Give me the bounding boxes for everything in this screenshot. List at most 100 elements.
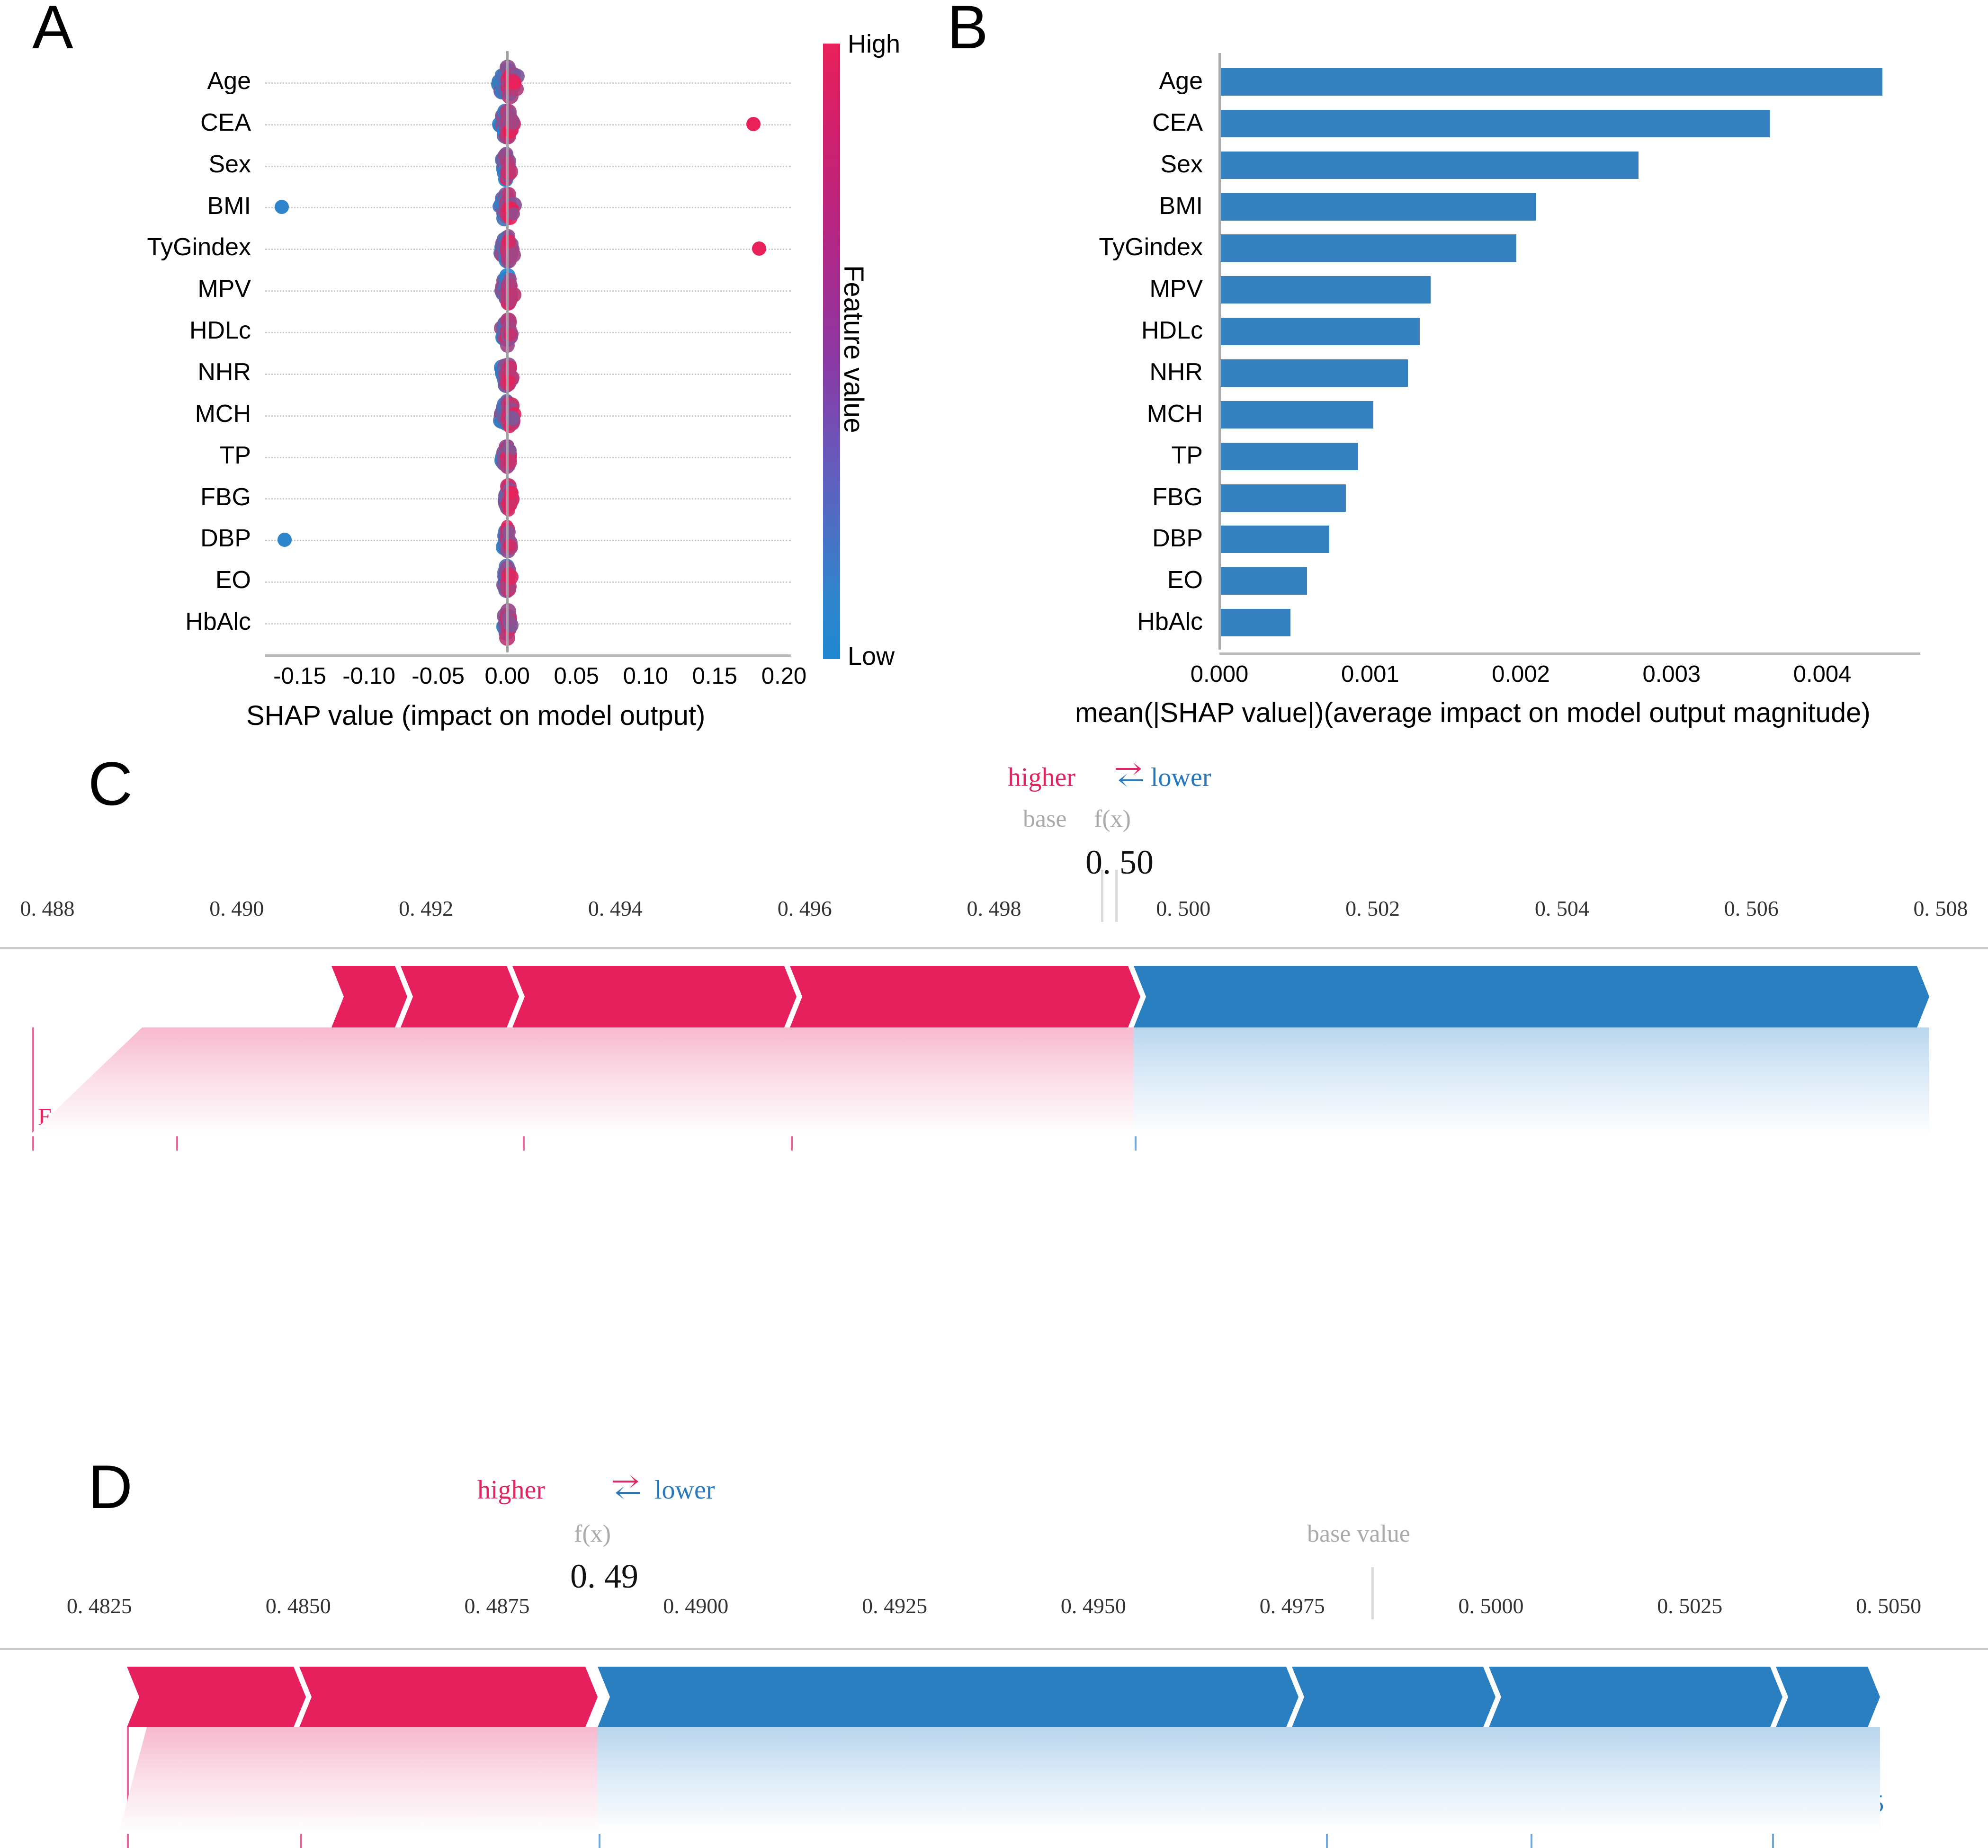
panel-c-higher-label: higher	[1008, 763, 1076, 792]
force-segment	[1134, 966, 1929, 1027]
colorbar-title: Feature value	[838, 265, 869, 433]
panel-a-xtick: -0.10	[342, 663, 395, 689]
beeswarm-row	[265, 436, 791, 478]
panel-a-xtick: -0.15	[273, 663, 326, 689]
force-segment	[790, 966, 1140, 1027]
force-segment	[598, 1667, 1298, 1727]
panel-d-base-label: base value	[1307, 1520, 1411, 1547]
panel-d-higher-label: higher	[477, 1475, 546, 1505]
feature-label-eo: EO	[215, 566, 251, 594]
bar-label-dbp: DBP	[1152, 525, 1203, 553]
beeswarm-row	[265, 478, 791, 519]
bar-tp	[1219, 442, 1358, 470]
panel-d-force-plot: D higher lower f(x) base value 0. 49 0. …	[0, 1430, 1988, 1848]
force-xtick: 0. 504	[1534, 896, 1589, 920]
bar-row	[1219, 561, 1920, 602]
force-xtick: 0. 492	[399, 896, 454, 920]
beeswarm-point	[503, 328, 517, 341]
feature-label-age: Age	[207, 67, 251, 95]
feature-label-hdlc: HDLc	[189, 317, 251, 345]
force-xtick: 0. 4850	[265, 1594, 331, 1618]
feature-label-fbg: FBG	[200, 483, 251, 511]
force-xtick: 0. 4925	[862, 1594, 928, 1618]
panel-a-xtick: 0.10	[623, 663, 668, 689]
force-value-marker	[1115, 870, 1118, 922]
force-segment	[512, 966, 797, 1027]
force-xtick: 0. 508	[1913, 896, 1968, 920]
force-xtick: 0. 490	[209, 896, 264, 920]
beeswarm-point	[502, 374, 516, 387]
force-halo	[118, 1727, 598, 1834]
beeswarm-row	[265, 145, 791, 187]
gridline	[265, 540, 791, 542]
force-xtick: 0. 5025	[1657, 1594, 1723, 1618]
gridline	[265, 124, 791, 125]
panel-a-axis-line	[265, 654, 791, 657]
panel-label-d: D	[88, 1452, 133, 1521]
panel-d-force-bars	[0, 1667, 1988, 1727]
force-value-marker	[1371, 1567, 1374, 1619]
beeswarm-row	[265, 228, 791, 269]
bar-row	[1219, 103, 1920, 145]
bar-nhr	[1219, 359, 1408, 387]
bar-plot-area	[1219, 62, 1920, 644]
beeswarm-outlier-point	[277, 533, 292, 547]
beeswarm-plot-area	[265, 51, 791, 652]
force-xtick: 0. 5050	[1856, 1594, 1922, 1618]
panel-a-beeswarm: A High Low Feature value SHAP value (imp…	[0, 0, 928, 739]
beeswarm-outlier-point	[746, 116, 761, 131]
feature-label-mpv: MPV	[197, 275, 251, 303]
beeswarm-row	[265, 519, 791, 561]
panel-b-xaxis-title: mean(|SHAP value|)(average impact on mod…	[1075, 697, 1871, 728]
force-label-stem	[32, 1027, 34, 1151]
panel-a-xtick: 0.20	[761, 663, 807, 689]
force-value-marker	[1101, 870, 1103, 922]
gridline	[265, 82, 791, 84]
feature-label-tygindex: TyGindex	[147, 233, 251, 261]
panel-b-xtick: 0.002	[1492, 661, 1550, 687]
panel-c-base-label: base	[1023, 805, 1067, 832]
panel-label-c: C	[88, 749, 133, 818]
force-label-stem	[127, 1727, 129, 1848]
bar-row	[1219, 519, 1920, 561]
gridline	[265, 290, 791, 292]
bar-bmi	[1219, 193, 1536, 221]
panel-b-xtick: 0.001	[1341, 661, 1399, 687]
beeswarm-point	[502, 538, 517, 553]
bar-mpv	[1219, 276, 1431, 304]
bar-label-sex: Sex	[1160, 150, 1203, 178]
force-segment	[1776, 1667, 1880, 1727]
gridline	[265, 249, 791, 250]
panel-c-lower-label: lower	[1151, 763, 1211, 792]
bar-row	[1219, 436, 1920, 478]
bar-eo	[1219, 567, 1307, 595]
bar-row	[1219, 187, 1920, 228]
feature-label-bmi: BMI	[207, 192, 251, 220]
force-halo	[28, 1027, 1134, 1136]
bar-label-eo: EO	[1167, 566, 1203, 594]
bar-row	[1219, 311, 1920, 353]
panel-b-yaxis-line	[1218, 53, 1221, 650]
force-xtick: 0. 4900	[663, 1594, 729, 1618]
gridline	[265, 373, 791, 375]
beeswarm-row	[265, 268, 791, 311]
panel-b-xtick: 0.004	[1793, 661, 1852, 687]
beeswarm-row	[265, 103, 791, 145]
force-xtick: 0. 494	[588, 896, 643, 920]
beeswarm-row	[265, 187, 791, 228]
panel-d-lower-label: lower	[654, 1475, 715, 1505]
feature-label-dbp: DBP	[200, 525, 251, 553]
beeswarm-point	[501, 453, 517, 470]
bar-hdlc	[1219, 318, 1420, 346]
feature-label-sex: Sex	[208, 150, 251, 178]
force-xtick: 0. 488	[20, 896, 75, 920]
panel-d-output-value: 0. 49	[570, 1557, 638, 1595]
bar-row	[1219, 228, 1920, 269]
beeswarm-row	[265, 353, 791, 394]
gridline	[265, 581, 791, 583]
higher-lower-arrows-icon	[611, 1471, 642, 1508]
gridline	[265, 456, 791, 458]
beeswarm-row	[265, 394, 791, 436]
force-segment	[331, 966, 407, 1027]
bar-row	[1219, 62, 1920, 103]
